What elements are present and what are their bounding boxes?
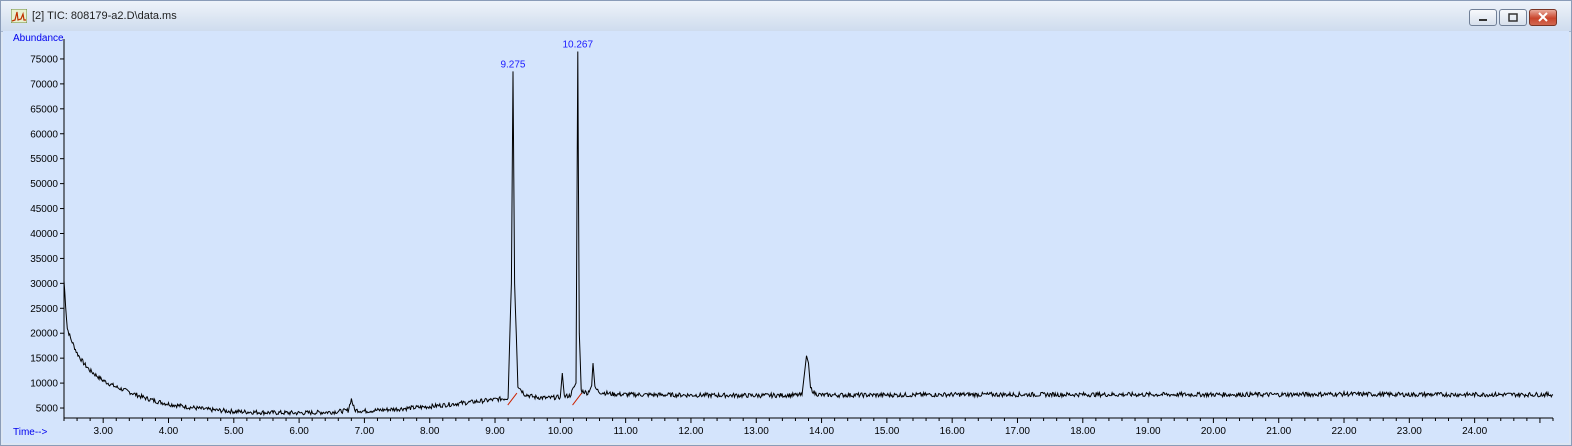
y-tick-label: 45000: [30, 204, 58, 215]
y-tick-label: 10000: [30, 379, 58, 390]
x-tick-label: 8.00: [420, 426, 440, 437]
tic-trace: [63, 51, 1554, 417]
x-tick-label: 15.00: [874, 426, 899, 437]
y-tick-label: 5000: [36, 404, 59, 415]
y-tick-label: 20000: [30, 329, 58, 340]
y-tick-label: 65000: [30, 104, 58, 115]
y-axis-label: Abundance: [13, 33, 64, 44]
title-bar[interactable]: [2] TIC: 808179-a2.D\data.ms: [1, 1, 1571, 32]
x-tick-label: 23.00: [1397, 426, 1422, 437]
integration-baseline-marker: [507, 392, 518, 406]
x-tick-label: 14.00: [809, 426, 834, 437]
plot-area[interactable]: Abundance Time--> 5000 10000 15000 20000 250…: [3, 31, 1569, 443]
x-tick-label: 17.00: [1005, 426, 1030, 437]
x-tick-label: 3.00: [93, 426, 113, 437]
x-tick-label: 18.00: [1070, 426, 1095, 437]
x-tick-label: 21.00: [1266, 426, 1291, 437]
y-tick-label: 55000: [30, 154, 58, 165]
x-tick-label: 4.00: [159, 426, 179, 437]
x-tick-label: 10.00: [548, 426, 573, 437]
y-tick-label: 15000: [30, 354, 58, 365]
minimize-button[interactable]: [1469, 9, 1497, 26]
y-tick-label: 50000: [30, 179, 58, 190]
x-tick-label: 11.00: [613, 426, 638, 437]
y-tick-label: 25000: [30, 304, 58, 315]
close-icon: [1538, 12, 1548, 22]
chromatogram-icon: [11, 9, 27, 23]
x-tick-label: 9.00: [485, 426, 505, 437]
close-button[interactable]: [1529, 9, 1557, 26]
y-tick-label: 70000: [30, 79, 58, 90]
x-tick-label: 24.00: [1462, 426, 1487, 437]
tic-chart[interactable]: Abundance Time--> 5000 10000 15000 20000 250…: [3, 31, 1569, 443]
x-tick-label: 6.00: [289, 426, 309, 437]
x-tick-label: 5.00: [224, 426, 244, 437]
restore-icon: [1508, 13, 1518, 22]
y-tick-label: 35000: [30, 254, 58, 265]
y-tick-label: 30000: [30, 279, 58, 290]
x-tick-label: 22.00: [1332, 426, 1357, 437]
y-tick-label: 40000: [30, 229, 58, 240]
x-tick-label: 20.00: [1201, 426, 1226, 437]
window-title: [2] TIC: 808179-a2.D\data.ms: [32, 10, 177, 22]
y-tick-label: 60000: [30, 129, 58, 140]
x-tick-label: 7.00: [355, 426, 375, 437]
x-tick-label: 12.00: [678, 426, 703, 437]
x-tick-label: 16.00: [940, 426, 965, 437]
peak-label: 10.267: [562, 39, 593, 50]
y-tick-label: 75000: [30, 54, 58, 65]
x-axis-label: Time-->: [13, 427, 48, 438]
peak-label: 9.275: [500, 59, 525, 70]
integration-baseline-marker: [572, 392, 583, 406]
minimize-icon: [1479, 19, 1487, 21]
x-tick-label: 19.00: [1136, 426, 1161, 437]
restore-button[interactable]: [1499, 9, 1527, 26]
x-tick-label: 13.00: [744, 426, 769, 437]
